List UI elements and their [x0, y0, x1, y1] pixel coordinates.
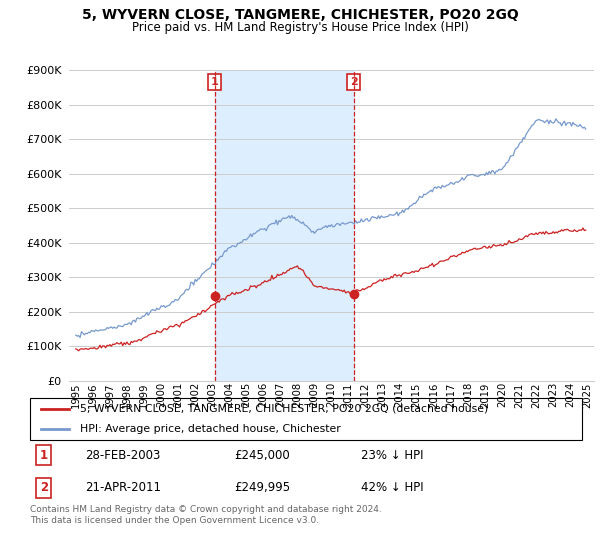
- Text: 23% ↓ HPI: 23% ↓ HPI: [361, 449, 424, 462]
- Text: 2: 2: [40, 481, 48, 494]
- Text: HPI: Average price, detached house, Chichester: HPI: Average price, detached house, Chic…: [80, 424, 340, 434]
- Text: 1: 1: [40, 449, 48, 462]
- Text: Contains HM Land Registry data © Crown copyright and database right 2024.
This d: Contains HM Land Registry data © Crown c…: [30, 505, 382, 525]
- Text: 42% ↓ HPI: 42% ↓ HPI: [361, 481, 424, 494]
- Text: £245,000: £245,000: [234, 449, 290, 462]
- Text: 2: 2: [350, 77, 358, 87]
- Text: 21-APR-2011: 21-APR-2011: [85, 481, 161, 494]
- Bar: [215, 70, 353, 381]
- Text: 5, WYVERN CLOSE, TANGMERE, CHICHESTER, PO20 2GQ (detached house): 5, WYVERN CLOSE, TANGMERE, CHICHESTER, P…: [80, 404, 488, 414]
- Text: 5, WYVERN CLOSE, TANGMERE, CHICHESTER, PO20 2GQ: 5, WYVERN CLOSE, TANGMERE, CHICHESTER, P…: [82, 8, 518, 22]
- Text: £249,995: £249,995: [234, 481, 290, 494]
- Text: Price paid vs. HM Land Registry's House Price Index (HPI): Price paid vs. HM Land Registry's House …: [131, 21, 469, 34]
- Text: 1: 1: [211, 77, 218, 87]
- Text: 28-FEB-2003: 28-FEB-2003: [85, 449, 161, 462]
